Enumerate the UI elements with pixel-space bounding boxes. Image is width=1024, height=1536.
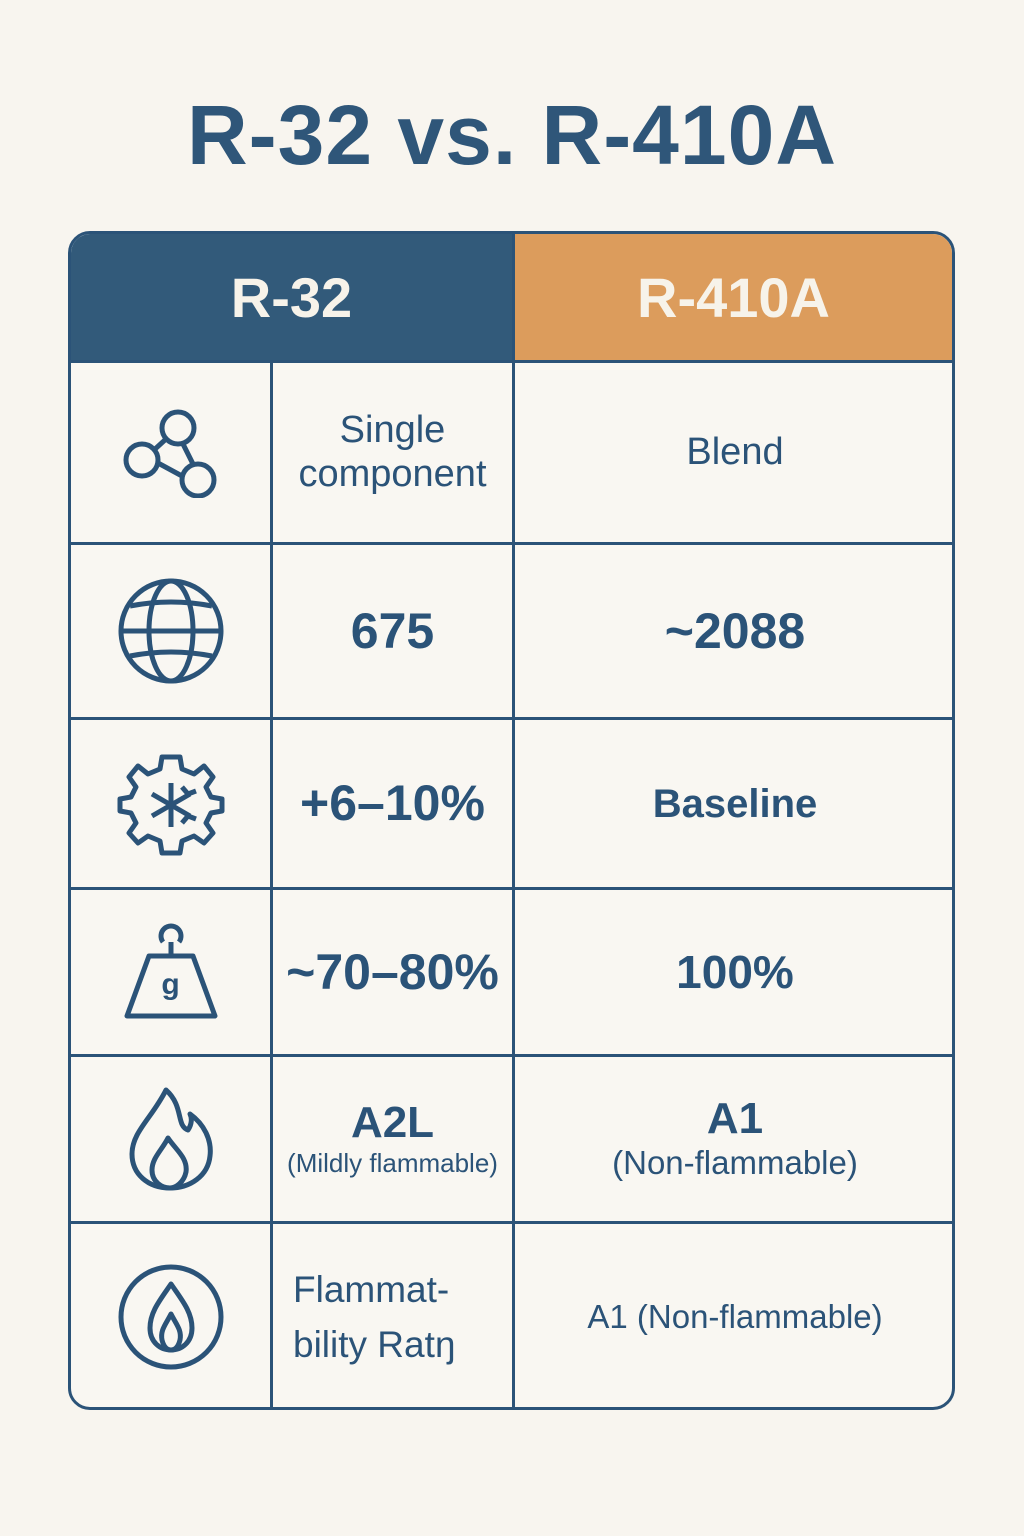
row-2-icon-cell xyxy=(71,545,270,717)
comparison-table: R-32 R-410A Single component Blend xyxy=(68,231,955,1410)
row-6-r410a-cell: A1 (Non-flammable) xyxy=(515,1224,952,1407)
r32-safety-class: A2L xyxy=(350,1098,435,1148)
molecule-icon xyxy=(116,408,226,498)
row-4-r32-cell: ~70–80% xyxy=(273,890,512,1054)
r410a-composition: Blend xyxy=(686,430,784,473)
r32-charge: ~70–80% xyxy=(286,943,499,1000)
row-divider xyxy=(71,1054,952,1057)
row-divider xyxy=(71,887,952,890)
weight-icon-label: g xyxy=(161,967,180,1001)
flame-icon xyxy=(126,1084,216,1194)
row-4-r410a-cell: 100% xyxy=(515,890,952,1054)
row-5-icon-cell xyxy=(71,1057,270,1221)
r410a-charge: 100% xyxy=(676,945,794,998)
header-r410a: R-410A xyxy=(512,234,952,361)
flame-circle-icon xyxy=(116,1262,226,1372)
gear-snowflake-icon xyxy=(116,749,226,859)
row-2-r410a-cell: ~2088 xyxy=(515,545,952,717)
r32-safety-desc: (Mildly flammable) xyxy=(287,1147,498,1178)
r32-efficiency: +6–10% xyxy=(300,775,485,831)
r32-composition-line1: Single xyxy=(339,408,446,451)
row-3-r32-cell: +6–10% xyxy=(273,720,512,887)
row-6-icon-cell xyxy=(71,1224,270,1407)
header-r32: R-32 xyxy=(71,234,512,361)
r410a-flammability: A1 (Non-flammable) xyxy=(587,1298,883,1336)
r410a-safety-desc: (Non-flammable) xyxy=(612,1144,858,1182)
row-divider xyxy=(71,542,952,545)
header-divider xyxy=(71,360,952,363)
r32-composition-line2: component xyxy=(298,452,487,495)
row-1-r32-cell: Single component xyxy=(273,363,512,542)
row-1-icon-cell xyxy=(71,363,270,542)
row-5-r410a-cell: A1 (Non-flammable) xyxy=(515,1057,952,1221)
row-3-r410a-cell: Baseline xyxy=(515,720,952,887)
row-5-r32-cell: A2L (Mildly flammable) xyxy=(273,1057,512,1221)
r32-flammability-line1: Flammat- xyxy=(293,1268,450,1310)
column-divider xyxy=(512,234,515,1407)
r410a-efficiency: Baseline xyxy=(652,781,818,826)
weight-icon: g xyxy=(121,920,221,1025)
r32-flammability-line2: bility Ratŋ xyxy=(293,1324,456,1365)
row-3-icon-cell xyxy=(71,720,270,887)
row-6-r32-cell: Flammat- bility Ratŋ xyxy=(273,1224,512,1407)
page-title: R-32 vs. R-410A xyxy=(187,88,837,182)
r410a-safety-class: A1 xyxy=(706,1094,764,1143)
row-divider xyxy=(71,717,952,720)
row-4-icon-cell: g xyxy=(71,890,270,1054)
r410a-gwp: ~2088 xyxy=(664,602,806,659)
row-2-r32-cell: 675 xyxy=(273,545,512,717)
globe-icon xyxy=(116,576,226,686)
column-divider xyxy=(270,360,273,1407)
row-1-r410a-cell: Blend xyxy=(515,363,952,542)
row-divider xyxy=(71,1221,952,1224)
r32-gwp: 675 xyxy=(350,602,435,659)
